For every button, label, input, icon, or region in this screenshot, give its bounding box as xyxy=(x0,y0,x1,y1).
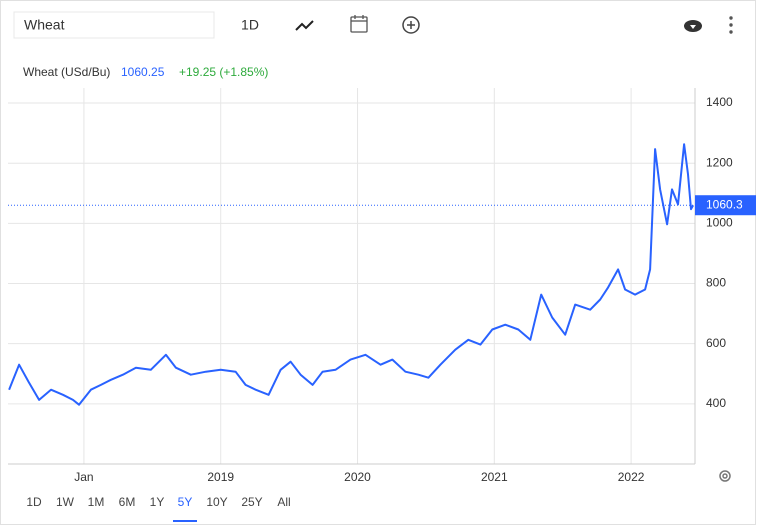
range-button[interactable]: 1D xyxy=(26,495,42,509)
range-button[interactable]: 1Y xyxy=(150,495,165,509)
x-tick-label: Jan xyxy=(74,470,93,484)
download-icon[interactable] xyxy=(684,20,702,32)
legend-name: Wheat (USd/Bu) xyxy=(23,65,110,79)
add-icon[interactable] xyxy=(402,16,420,34)
interval-button[interactable]: 1D xyxy=(241,17,259,33)
y-tick-label: 800 xyxy=(706,276,726,290)
range-button[interactable]: 1M xyxy=(88,495,105,509)
x-tick-label: 2021 xyxy=(481,470,508,484)
range-button[interactable]: All xyxy=(277,495,290,509)
search-box[interactable] xyxy=(13,11,215,39)
last-price-label: 1060.3 xyxy=(706,197,743,211)
range-button[interactable]: 10Y xyxy=(206,495,227,509)
y-tick-label: 400 xyxy=(706,396,726,410)
price-line xyxy=(8,143,694,406)
range-button[interactable]: 25Y xyxy=(241,495,262,509)
menu-icon[interactable] xyxy=(729,16,733,34)
y-tick-label: 1400 xyxy=(706,95,733,109)
legend-change: +19.25 (+1.85%) xyxy=(179,65,268,79)
chart-type-icon[interactable] xyxy=(295,20,314,31)
last-price-tag xyxy=(695,195,756,216)
y-tick-label: 1000 xyxy=(706,216,733,230)
x-tick-label: 2019 xyxy=(207,470,234,484)
range-button[interactable]: 5Y xyxy=(178,495,193,509)
range-button[interactable]: 6M xyxy=(119,495,136,509)
range-button[interactable]: 1W xyxy=(56,495,75,509)
y-tick-label: 600 xyxy=(706,336,726,350)
legend-last: 1060.25 xyxy=(121,65,165,79)
search-text[interactable]: Wheat xyxy=(24,17,65,33)
x-tick-label: 2020 xyxy=(344,470,371,484)
settings-icon[interactable] xyxy=(719,470,731,482)
y-tick-label: 1200 xyxy=(706,155,733,169)
calendar-icon[interactable] xyxy=(350,15,368,33)
x-tick-label: 2022 xyxy=(618,470,645,484)
